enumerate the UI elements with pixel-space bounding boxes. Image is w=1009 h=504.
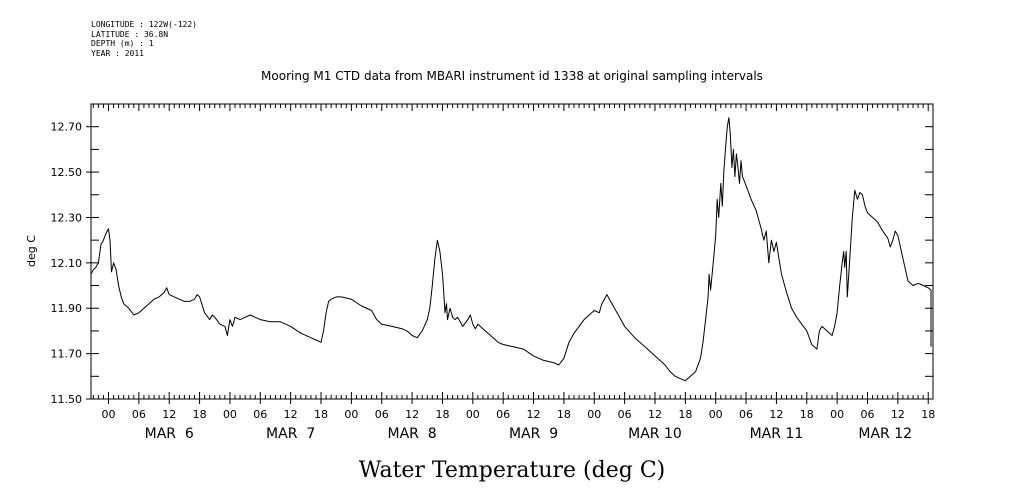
longitude-label: LONGITUDE : 122W(-122) <box>91 20 197 29</box>
y-tick-label: 12.70 <box>51 121 83 134</box>
series-group <box>90 117 932 382</box>
x-axis-label: Water Temperature (deg C) <box>359 458 666 483</box>
x-hour-label: 00 <box>466 408 480 421</box>
x-hour-label: 06 <box>618 408 632 421</box>
x-day-label: MAR 9 <box>509 426 558 442</box>
x-hour-label: 00 <box>830 408 844 421</box>
temperature-series-line <box>90 117 932 382</box>
x-hour-label: 06 <box>253 408 267 421</box>
x-hour-label: 12 <box>648 408 662 421</box>
x-hour-label: 18 <box>557 408 571 421</box>
header-metadata: LONGITUDE : 122W(-122) LATITUDE : 36.8N … <box>91 20 197 58</box>
y-tick-label: 11.50 <box>51 393 83 406</box>
x-hour-label: 12 <box>527 408 541 421</box>
chart-title: Mooring M1 CTD data from MBARI instrumen… <box>261 69 763 83</box>
x-day-label: MAR 12 <box>858 426 912 442</box>
x-axis: 00 06 12 18 00 06 12 18 00 06 12 18 00 06 12 18 00 06 12 18… <box>102 408 936 442</box>
y-axis: 11.50 11.70 11.90 12.10 12.30 12.50 12.70 <box>51 121 91 406</box>
y-tick-label: 12.10 <box>51 257 83 270</box>
x-day-label: MAR 10 <box>628 426 682 442</box>
x-hour-label: 06 <box>739 408 753 421</box>
y-axis-label: deg C <box>25 235 38 267</box>
y-tick-label: 11.90 <box>51 302 83 315</box>
plot-frame <box>90 103 934 400</box>
x-hour-label: 18 <box>314 408 328 421</box>
x-hour-label: 06 <box>132 408 146 421</box>
x-hour-label: 00 <box>709 408 723 421</box>
x-hour-label: 12 <box>405 408 419 421</box>
x-hour-label: 12 <box>891 408 905 421</box>
x-hour-label: 06 <box>375 408 389 421</box>
y-tick-label: 12.50 <box>51 166 83 179</box>
x-day-label: MAR 8 <box>387 426 436 442</box>
x-hour-label: 00 <box>223 408 237 421</box>
x-hour-label: 06 <box>496 408 510 421</box>
x-hour-label: 12 <box>162 408 176 421</box>
depth-label: DEPTH (m) : 1 <box>91 39 154 49</box>
x-hour-label: 18 <box>193 408 207 421</box>
y-tick-label: 12.30 <box>51 211 83 224</box>
x-hour-label: 12 <box>284 408 298 421</box>
y-tick-label: 11.70 <box>51 348 83 361</box>
x-day-label: MAR 6 <box>145 426 194 442</box>
x-hour-label: 06 <box>861 408 875 421</box>
year-label: YEAR : 2011 <box>91 48 144 58</box>
x-day-label: MAR 7 <box>266 426 315 442</box>
x-hour-label: 00 <box>587 408 601 421</box>
x-hour-label: 18 <box>921 408 935 421</box>
x-hour-label: 00 <box>102 408 116 421</box>
x-hour-label: 12 <box>769 408 783 421</box>
latitude-label: LATITUDE : 36.8N <box>91 29 169 39</box>
x-hour-label: 18 <box>800 408 814 421</box>
x-hour-label: 18 <box>678 408 692 421</box>
axis-ticks <box>91 103 933 404</box>
x-hour-label: 00 <box>344 408 358 421</box>
x-day-label: MAR 11 <box>750 426 804 442</box>
x-hour-label: 18 <box>435 408 449 421</box>
